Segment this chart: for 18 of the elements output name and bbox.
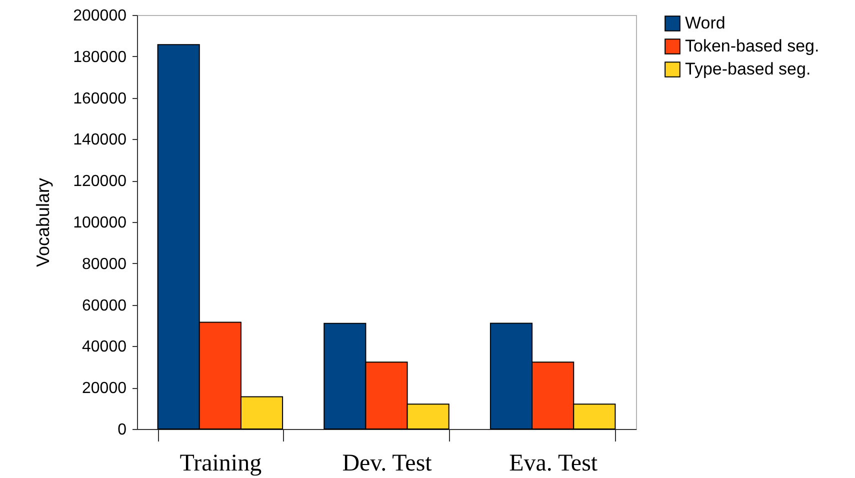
y-tick-label: 100000: [73, 214, 127, 232]
y-tick-label: 60000: [82, 297, 127, 314]
y-tick-label: 40000: [82, 338, 127, 356]
y-axis-title: Vocabulary: [33, 178, 54, 268]
y-tick-label: 20000: [82, 380, 127, 398]
x-tick-label: Eva. Test: [509, 450, 598, 476]
legend-label: Token-based seg.: [685, 36, 820, 56]
x-tick-label: Dev. Test: [342, 450, 432, 476]
legend-label: Word: [685, 14, 726, 32]
y-tick-label: 200000: [73, 8, 127, 24]
y-tick-label: 140000: [73, 132, 127, 149]
y-tick-label: 120000: [73, 173, 127, 190]
x-tick-label: Training: [180, 450, 262, 476]
legend-label: Type-based seg.: [685, 60, 811, 78]
y-tick-label: 160000: [73, 90, 127, 108]
y-tick-label: 180000: [73, 48, 127, 66]
y-tick-label: 80000: [82, 256, 127, 273]
y-tick-label: 0: [118, 422, 127, 438]
